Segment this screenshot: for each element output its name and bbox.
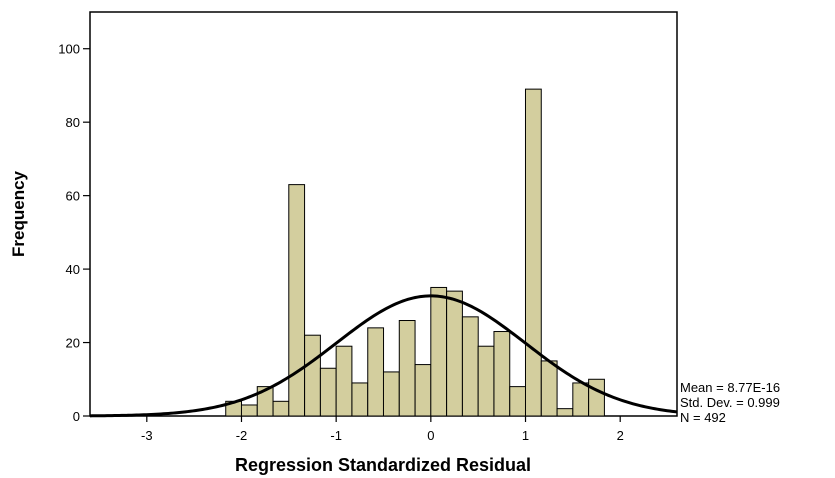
histogram-bar bbox=[272, 400, 290, 417]
stat-n: N = 492 bbox=[680, 410, 726, 425]
histogram-bar bbox=[414, 364, 432, 417]
y-tick-label: 60 bbox=[66, 189, 80, 204]
histogram-bar bbox=[556, 408, 574, 417]
histogram-bar bbox=[588, 378, 605, 417]
normal-curve bbox=[89, 294, 678, 418]
histogram-bar bbox=[304, 334, 321, 417]
y-tick-label: 80 bbox=[66, 115, 80, 130]
histogram-bar bbox=[351, 382, 369, 417]
x-tick-label: 0 bbox=[427, 428, 434, 443]
y-tick-label: 100 bbox=[58, 42, 80, 57]
x-axis-title: Regression Standardized Residual bbox=[235, 455, 531, 475]
stat-std-dev: Std. Dev. = 0.999 bbox=[680, 395, 780, 410]
histogram-bar bbox=[288, 184, 306, 417]
histogram-bar bbox=[509, 386, 527, 417]
y-tick-label: 0 bbox=[73, 409, 80, 424]
histogram-bar bbox=[446, 290, 463, 417]
x-tick-label: -3 bbox=[141, 428, 153, 443]
histogram-bar bbox=[240, 404, 258, 417]
x-tick-label: 1 bbox=[522, 428, 529, 443]
y-tick-label: 40 bbox=[66, 262, 80, 277]
x-tick-label: 2 bbox=[617, 428, 624, 443]
x-axis: -3 -2 -1 0 1 2 bbox=[141, 416, 624, 443]
histogram-bar bbox=[319, 367, 337, 417]
histogram-bar bbox=[524, 88, 542, 417]
y-tick-label: 20 bbox=[66, 336, 80, 351]
stat-mean: Mean = 8.77E-16 bbox=[680, 380, 780, 395]
bars bbox=[225, 88, 605, 417]
histogram-bar bbox=[335, 345, 353, 417]
histogram-bar bbox=[461, 316, 479, 417]
x-tick-label: -2 bbox=[236, 428, 248, 443]
histogram-bar bbox=[477, 345, 495, 417]
histogram-bar bbox=[367, 327, 385, 417]
x-tick-label: -1 bbox=[330, 428, 342, 443]
y-axis: 0 20 40 60 80 100 bbox=[58, 42, 90, 424]
histogram-bar bbox=[398, 320, 416, 417]
y-axis-title: Frequency bbox=[9, 170, 28, 257]
histogram-bar bbox=[572, 382, 590, 417]
histogram-bar bbox=[493, 331, 511, 417]
histogram-bar bbox=[430, 286, 448, 417]
histogram-bar bbox=[540, 360, 558, 417]
histogram-bar bbox=[382, 371, 400, 417]
